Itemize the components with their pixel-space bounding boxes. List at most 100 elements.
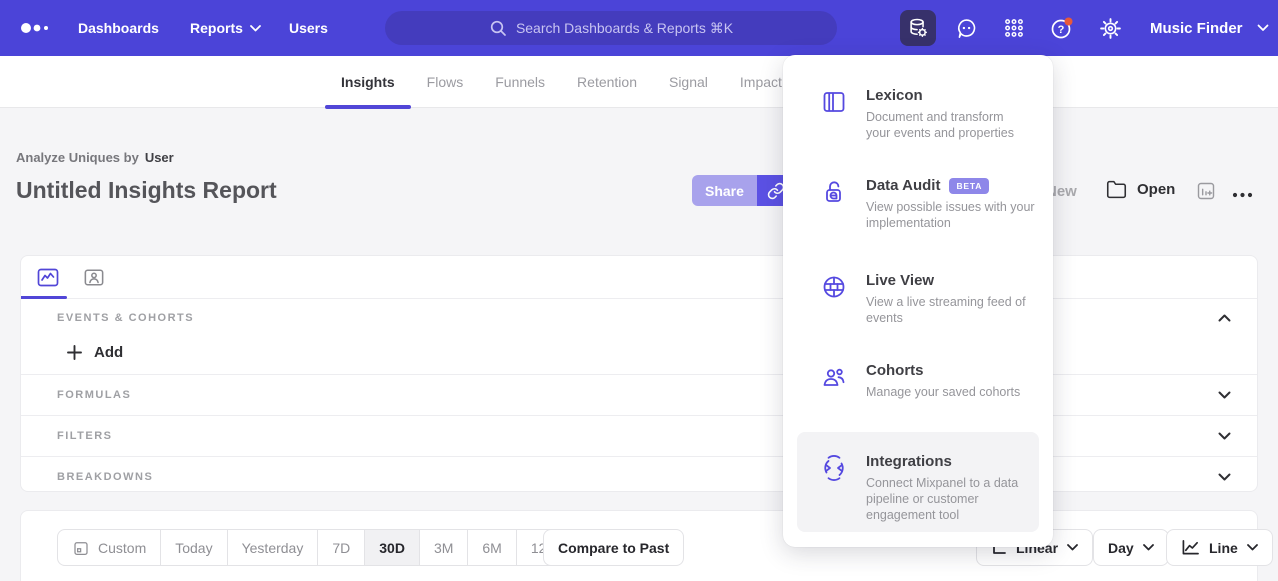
plus-icon: [67, 345, 82, 360]
search-input[interactable]: Search Dashboards & Reports ⌘K: [385, 11, 837, 45]
share-button[interactable]: Share: [692, 175, 757, 206]
project-name: Music Finder: [1150, 19, 1243, 37]
menu-item-description: Connect Mixpanel to a data pipeline or c…: [866, 476, 1019, 522]
tab-impact[interactable]: Impact: [739, 74, 782, 90]
section-label: FORMULAS: [57, 389, 132, 401]
tab-funnels[interactable]: Funnels: [495, 74, 546, 90]
nav-reports-label: Reports: [190, 20, 243, 36]
page-title[interactable]: Untitled Insights Report: [16, 177, 277, 203]
menu-item-description: Manage your saved cohorts: [866, 385, 1021, 399]
help-icon[interactable]: ?: [1044, 10, 1080, 46]
cohorts-icon: [823, 368, 845, 386]
menu-item-live-view[interactable]: Live View View a live streaming feed of …: [821, 272, 1037, 326]
lexicon-icon: [823, 92, 845, 112]
chevron-down-icon: [250, 24, 261, 31]
profiles-view-tab-icon[interactable]: [79, 264, 109, 290]
section-breakdowns[interactable]: BREAKDOWNS: [21, 456, 1257, 497]
live-view-icon: [823, 276, 845, 298]
report-tabbar: Insights Flows Funnels Retention Signal …: [0, 56, 1278, 109]
nav-reports[interactable]: Reports: [190, 0, 261, 56]
events-view-tab-icon[interactable]: [33, 264, 63, 290]
section-events-cohorts[interactable]: EVENTS & COHORTS: [21, 299, 1257, 331]
menu-item-description: View a live streaming feed of events: [866, 295, 1026, 325]
range-7d[interactable]: 7D: [318, 530, 366, 565]
calendar-icon: [74, 541, 88, 555]
menu-item-title: Integrations: [866, 453, 952, 470]
chevron-down-icon[interactable]: [1218, 432, 1231, 440]
add-label: Add: [94, 344, 124, 361]
mixpanel-logo-icon[interactable]: [20, 21, 56, 40]
chevron-down-icon[interactable]: [1218, 473, 1231, 481]
menu-item-data-audit[interactable]: Data Audit BETA View possible issues wit…: [821, 177, 1037, 231]
chart-toolbar: Custom Today Yesterday 7D 30D 3M 6M 12M …: [20, 510, 1273, 581]
query-view-tabs: [21, 256, 1257, 299]
section-label: EVENTS & COHORTS: [57, 312, 195, 324]
open-label: Open: [1137, 181, 1176, 198]
feedback-bubble-icon[interactable]: [948, 10, 984, 46]
chevron-down-icon: [1142, 544, 1154, 551]
project-selector[interactable]: Music Finder: [1150, 0, 1269, 56]
chevron-down-icon: [1067, 544, 1078, 551]
add-event-button[interactable]: Add: [21, 331, 1257, 374]
chevron-up-icon[interactable]: [1218, 314, 1231, 322]
new-report-button[interactable]: New: [1046, 183, 1077, 200]
apps-grid-icon[interactable]: [996, 10, 1032, 46]
chevron-down-icon: [1246, 544, 1258, 551]
add-to-dashboard-icon[interactable]: [1196, 181, 1216, 206]
folder-icon: [1106, 180, 1127, 199]
share-split-button: Share: [692, 175, 795, 206]
menu-item-title: Cohorts: [866, 362, 924, 379]
settings-gear-icon[interactable]: [1092, 10, 1128, 46]
menu-item-title: Lexicon: [866, 87, 923, 104]
menu-item-cohorts[interactable]: Cohorts Manage your saved cohorts: [821, 362, 1037, 400]
query-builder-panel: EVENTS & COHORTS Add FORMULAS FILTERS BR…: [20, 255, 1258, 492]
interval-label: Day: [1108, 539, 1134, 556]
tab-insights[interactable]: Insights: [325, 56, 411, 109]
tab-signal[interactable]: Signal: [668, 74, 708, 90]
range-custom[interactable]: Custom: [58, 530, 162, 565]
range-yesterday[interactable]: Yesterday: [228, 530, 319, 565]
range-today[interactable]: Today: [161, 530, 228, 565]
menu-item-highlight: [797, 432, 1039, 532]
section-formulas[interactable]: FORMULAS: [21, 374, 1257, 415]
more-options-icon[interactable]: [1231, 186, 1254, 204]
nav-users[interactable]: Users: [289, 20, 328, 36]
notification-dot: [1064, 17, 1073, 26]
data-audit-icon: [826, 181, 841, 202]
integrations-icon: [824, 455, 844, 481]
search-icon: [490, 20, 506, 36]
open-report-button[interactable]: Open: [1106, 179, 1175, 200]
top-navigation-bar: Dashboards Reports Users Search Dashboar…: [0, 0, 1278, 56]
tab-retention[interactable]: Retention: [577, 74, 637, 90]
menu-item-integrations[interactable]: Integrations Connect Mixpanel to a data …: [821, 453, 1037, 523]
chart-type-select[interactable]: Line: [1166, 529, 1273, 566]
menu-item-title: Live View: [866, 272, 935, 289]
range-label: Custom: [98, 539, 147, 556]
section-label: FILTERS: [57, 430, 113, 442]
subtitle-prefix: Analyze Uniques by: [16, 150, 139, 165]
date-range-control: Custom Today Yesterday 7D 30D 3M 6M 12M: [57, 529, 574, 566]
range-6m[interactable]: 6M: [468, 530, 517, 565]
subtitle-analyze-by[interactable]: User: [144, 150, 174, 165]
data-management-icon[interactable]: [900, 10, 936, 46]
range-30d[interactable]: 30D: [365, 530, 420, 565]
menu-item-description: Document and transform your events and p…: [866, 110, 1015, 140]
chevron-down-icon[interactable]: [1218, 391, 1231, 399]
beta-badge: BETA: [949, 177, 990, 194]
menu-item-description: View possible issues with your implement…: [866, 200, 1035, 230]
compare-to-past-button[interactable]: Compare to Past: [543, 529, 685, 566]
menu-item-title: Data Audit BETA: [866, 177, 1046, 194]
chart-type-label: Line: [1209, 539, 1238, 556]
svg-text:?: ?: [1058, 24, 1065, 36]
report-subtitle: Analyze Uniques by User: [16, 150, 174, 165]
tab-flows[interactable]: Flows: [426, 74, 464, 90]
nav-dashboards[interactable]: Dashboards: [78, 20, 159, 36]
interval-select[interactable]: Day: [1093, 529, 1169, 566]
data-management-dropdown: Lexicon Document and transform your even…: [783, 55, 1053, 547]
section-label: BREAKDOWNS: [57, 471, 154, 483]
line-chart-icon: [1182, 540, 1199, 555]
menu-item-lexicon[interactable]: Lexicon Document and transform your even…: [821, 87, 1037, 141]
section-filters[interactable]: FILTERS: [21, 415, 1257, 456]
chevron-down-icon: [1257, 24, 1268, 31]
range-3m[interactable]: 3M: [420, 530, 469, 565]
